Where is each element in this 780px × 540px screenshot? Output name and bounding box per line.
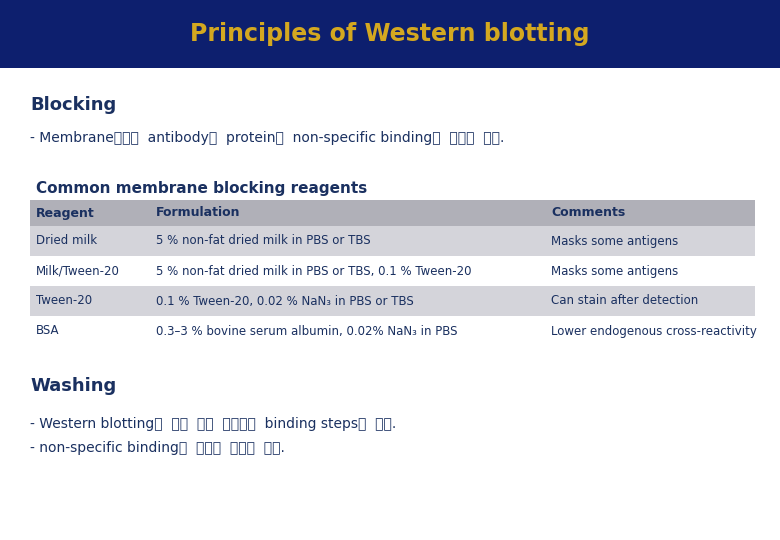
Text: - Western blotting은  여러  가지  연속적인  binding steps을  거침.: - Western blotting은 여러 가지 연속적인 binding s… — [30, 417, 396, 431]
Bar — [30, 226, 755, 256]
Text: Milk/Tween-20: Milk/Tween-20 — [36, 265, 120, 278]
Text: Reagent: Reagent — [36, 206, 94, 219]
Text: 5 % non-fat dried milk in PBS or TBS: 5 % non-fat dried milk in PBS or TBS — [156, 234, 370, 247]
Text: Can stain after detection: Can stain after detection — [551, 294, 698, 307]
Text: Tween-20: Tween-20 — [36, 294, 92, 307]
Text: Masks some antigens: Masks some antigens — [551, 265, 679, 278]
Bar — [30, 316, 755, 346]
Text: 0.1 % Tween-20, 0.02 % NaN₃ in PBS or TBS: 0.1 % Tween-20, 0.02 % NaN₃ in PBS or TB… — [156, 294, 413, 307]
Text: BSA: BSA — [36, 325, 59, 338]
Bar — [30, 286, 755, 316]
Text: 0.3–3 % bovine serum albumin, 0.02% NaN₃ in PBS: 0.3–3 % bovine serum albumin, 0.02% NaN₃… — [156, 325, 458, 338]
Text: Formulation: Formulation — [156, 206, 240, 219]
Text: Common membrane blocking reagents: Common membrane blocking reagents — [36, 180, 367, 195]
Text: 5 % non-fat dried milk in PBS or TBS, 0.1 % Tween-20: 5 % non-fat dried milk in PBS or TBS, 0.… — [156, 265, 471, 278]
Text: Principles of Western blotting: Principles of Western blotting — [190, 22, 590, 46]
Bar — [0, 0, 780, 68]
Bar — [30, 200, 755, 226]
Text: Washing: Washing — [30, 377, 116, 395]
Text: Lower endogenous cross-reactivity: Lower endogenous cross-reactivity — [551, 325, 757, 338]
Text: - Membrane상에서  antibody와  protein의  non-specific binding을  피하기  위함.: - Membrane상에서 antibody와 protein의 non-spe… — [30, 131, 505, 145]
Text: Blocking: Blocking — [30, 96, 116, 114]
Text: Masks some antigens: Masks some antigens — [551, 234, 679, 247]
Bar — [30, 256, 755, 286]
Text: Comments: Comments — [551, 206, 626, 219]
Text: Dried milk: Dried milk — [36, 234, 98, 247]
Text: - non-specific binding을  최소화  해주는  과정.: - non-specific binding을 최소화 해주는 과정. — [30, 441, 285, 455]
